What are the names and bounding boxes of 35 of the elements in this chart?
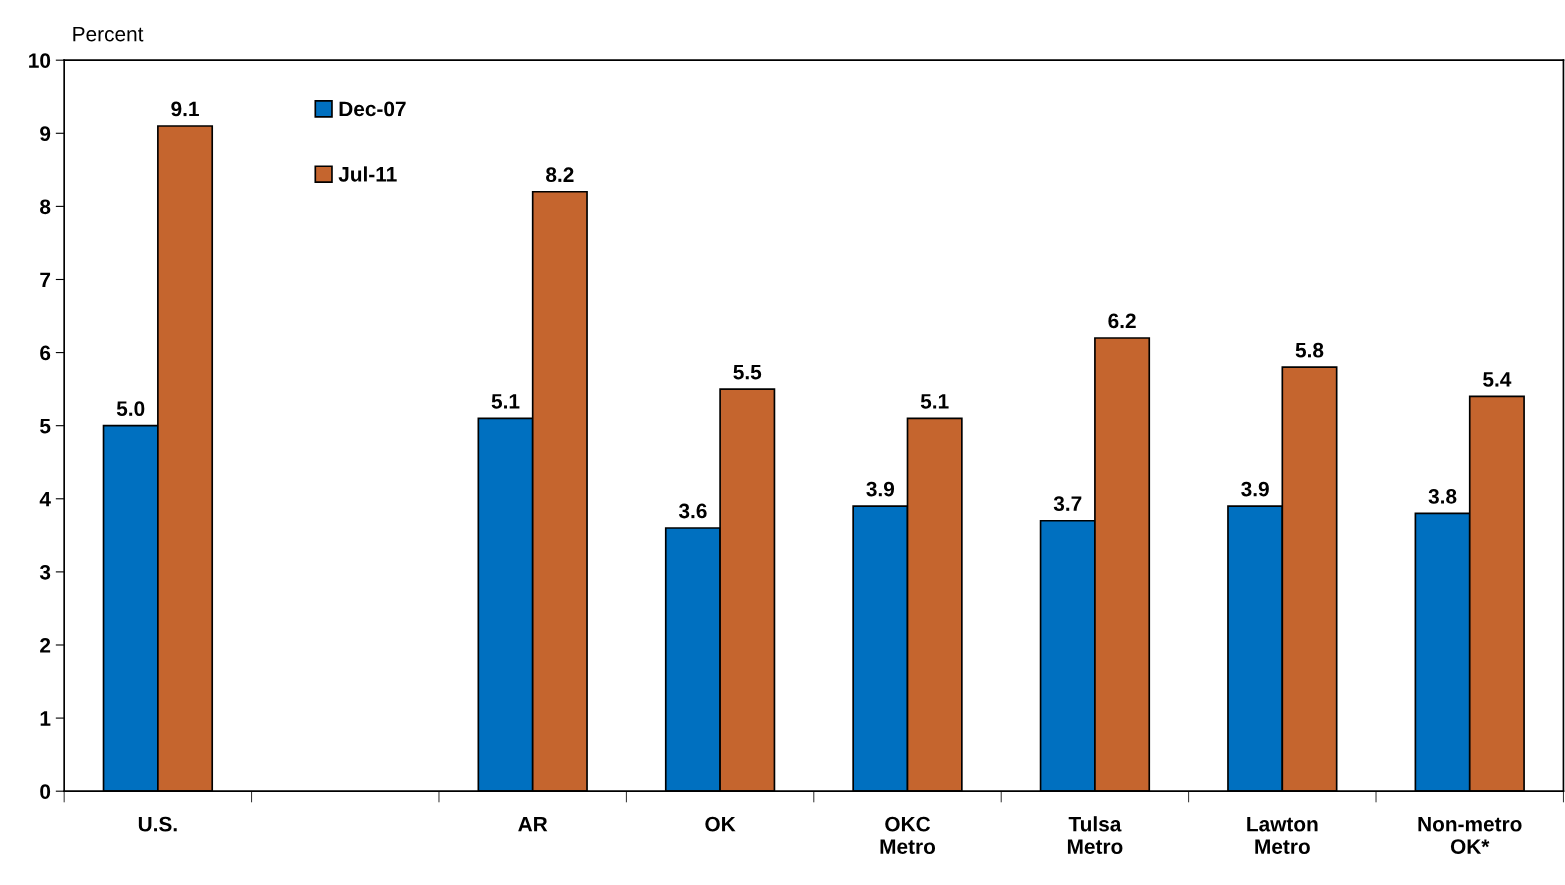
data-label: 5.1 — [491, 394, 520, 409]
data-label: 5.8 — [1295, 342, 1324, 358]
data-label: 5.0 — [116, 401, 145, 417]
y-tick-label: 3 — [39, 564, 51, 580]
data-label: 5.1 — [920, 394, 949, 409]
y-tick-label: 4 — [39, 492, 51, 507]
y-tick-label: 8 — [40, 199, 51, 215]
data-label: 3.9 — [1241, 481, 1269, 497]
y-tick-label: 1 — [40, 711, 51, 726]
y-tick-label: 6 — [40, 345, 51, 361]
x-tick-label: Tulsa Metro — [1067, 816, 1123, 854]
x-tick-label: U.S. — [138, 816, 177, 832]
data-label: 3.7 — [1053, 496, 1082, 512]
x-tick-label: OKC Metro — [880, 816, 936, 854]
data-label: 3.9 — [866, 481, 895, 497]
x-tick-label: Lawton Metro — [1247, 816, 1318, 854]
data-label: 5.4 — [1483, 372, 1512, 387]
y-tick-label: 10 — [29, 53, 51, 68]
data-label: 9.1 — [171, 101, 199, 117]
y-tick-label: 0 — [40, 784, 51, 799]
legend-label: Dec-07 — [339, 101, 406, 117]
data-label: 5.5 — [733, 364, 762, 380]
data-label: 8.2 — [546, 167, 574, 183]
y-tick-label: 2 — [40, 637, 51, 653]
x-tick-label: OK — [705, 816, 736, 832]
y-axis-title: Percent — [73, 26, 144, 42]
x-tick-label: Non-metro OK* — [1418, 816, 1522, 854]
x-tick-label: AR — [518, 816, 548, 832]
y-tick-label: 7 — [40, 272, 51, 288]
y-tick-label: 9 — [40, 126, 51, 142]
data-label: 3.8 — [1428, 488, 1457, 504]
data-label: 6.2 — [1108, 313, 1136, 329]
legend-label: Jul-11 — [338, 166, 397, 182]
data-label: 3.6 — [678, 503, 707, 519]
y-tick-label: 5 — [40, 418, 51, 434]
